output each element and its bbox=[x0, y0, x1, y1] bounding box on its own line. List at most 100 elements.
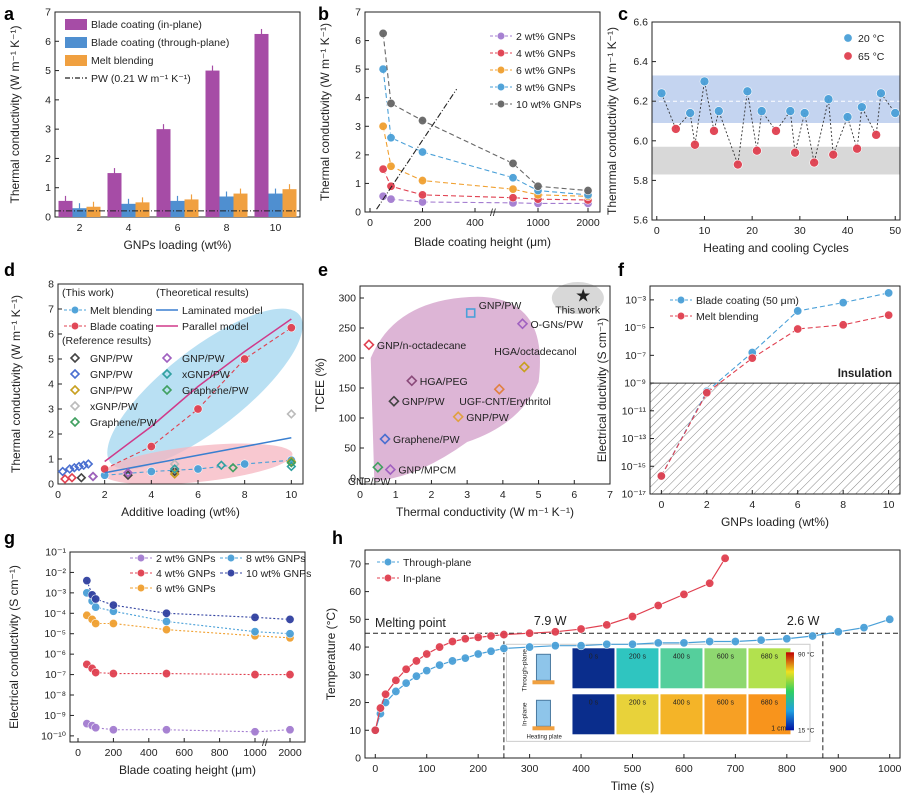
point-label-e: GNP/PW bbox=[348, 476, 391, 488]
y-tick-label-b: 7 bbox=[355, 7, 361, 19]
y-tick-label-h: 10 bbox=[349, 725, 361, 737]
point-g-0 bbox=[285, 725, 295, 735]
x-tick-label-e: 1 bbox=[393, 489, 399, 501]
legend-d-0-label: Melt blending bbox=[90, 305, 153, 317]
point-h-0 bbox=[705, 637, 715, 647]
ref-point-d-5 bbox=[64, 464, 75, 474]
point-b-2 bbox=[508, 184, 518, 194]
point-h-0 bbox=[730, 637, 740, 647]
point-b-1 bbox=[378, 164, 388, 174]
x-tick-label-g: 1000 bbox=[243, 747, 267, 759]
legend-a-2-swatch bbox=[65, 55, 87, 66]
x-tick-label-c: 20 bbox=[746, 225, 758, 237]
ref-point-e bbox=[384, 463, 396, 476]
point-h-1 bbox=[391, 675, 401, 685]
point-c-0 bbox=[799, 108, 810, 118]
y-tick-label-d: 8 bbox=[48, 279, 54, 291]
point-c-0 bbox=[876, 88, 886, 99]
point-f-0 bbox=[838, 298, 848, 308]
ref-point-d-5 bbox=[69, 462, 80, 473]
y-tick-label-e: 200 bbox=[338, 353, 356, 365]
y-tick-label-c: 6.6 bbox=[633, 17, 648, 29]
legend-g-0-label: 2 wt% GNPs bbox=[156, 553, 216, 565]
legend-b-2-label: 6 wt% GNPs bbox=[516, 65, 576, 77]
point-h-1 bbox=[435, 642, 445, 652]
legend-d-ref-5-swatch bbox=[69, 368, 81, 380]
x-tick-label-c: 30 bbox=[794, 225, 806, 237]
legend-b-2-swatch bbox=[496, 65, 506, 75]
bar-a-1 bbox=[170, 200, 185, 217]
x-tick-label-g: 0 bbox=[75, 747, 81, 759]
y-tick-label-f: 10⁻¹⁵ bbox=[621, 461, 646, 473]
plot-frame-c bbox=[651, 21, 901, 221]
x-tick-label-d: 2 bbox=[102, 489, 108, 501]
panel-letter-e: e bbox=[318, 260, 328, 280]
axis-break-g: // bbox=[262, 737, 268, 749]
point-c-1 bbox=[771, 126, 781, 136]
y-tick-label-b: 6 bbox=[355, 35, 361, 47]
legend-d-ref-9-label: GNP/PW bbox=[182, 353, 225, 365]
y-tick-label-e: 100 bbox=[338, 413, 356, 425]
x-axis-title-d: Additive loading (wt%) bbox=[121, 505, 240, 519]
point-c-1 bbox=[733, 159, 743, 170]
y-tick-label-e: 0 bbox=[350, 473, 356, 485]
point-g-0 bbox=[91, 723, 101, 733]
x-tick-label-d: 10 bbox=[285, 489, 297, 501]
x-tick-label-h: 700 bbox=[727, 763, 745, 775]
y-tick-label-d: 7 bbox=[48, 304, 54, 316]
point-b-0 bbox=[386, 194, 396, 204]
inset-time-label-inplane: 400 s bbox=[673, 699, 691, 706]
point-f-1 bbox=[793, 324, 803, 334]
legend-a-0-label: Blade coating (in-plane) bbox=[91, 19, 202, 31]
point-h-1 bbox=[411, 656, 421, 666]
y-axis-title-b: Thermal conductivity (W m⁻¹ K⁻¹) bbox=[318, 23, 332, 201]
inset-time-label-inplane: 0 s bbox=[589, 699, 599, 706]
y-tick-label-g: 10⁻² bbox=[45, 567, 66, 579]
melting-point-label: Melting point bbox=[375, 616, 446, 630]
x-tick-label-h: 800 bbox=[778, 763, 796, 775]
x-tick-label-f: 6 bbox=[795, 499, 801, 511]
point-b-4 bbox=[508, 158, 518, 168]
point-h-0 bbox=[486, 646, 496, 656]
legend-d-2-label: Laminated model bbox=[182, 305, 263, 317]
plot-frame-e bbox=[359, 285, 611, 485]
thermal-image-inplane-2 bbox=[660, 694, 703, 735]
legend-d-ref-11-label: Graphene/PW bbox=[182, 385, 249, 397]
legend-a-1-swatch bbox=[65, 37, 87, 48]
heater-in-plane bbox=[532, 726, 555, 731]
point-h-0 bbox=[602, 639, 612, 649]
point-h-0 bbox=[499, 643, 509, 653]
point-c-1 bbox=[809, 157, 819, 168]
x-tick-label-b: 200 bbox=[414, 217, 432, 229]
x-tick-label-d: 6 bbox=[195, 489, 201, 501]
ref-point-d-9 bbox=[123, 467, 133, 478]
thermal-image-through-3 bbox=[704, 648, 747, 689]
legend-h-0-swatch bbox=[383, 557, 393, 567]
insulation-region bbox=[650, 383, 900, 494]
y-tick-label-d: 3 bbox=[48, 404, 54, 416]
legend-g-1-label: 4 wt% GNPs bbox=[156, 568, 216, 580]
y-axis-title-f: Electrical ductivity (S cm⁻¹) bbox=[595, 318, 609, 462]
point-h-1 bbox=[499, 630, 509, 640]
x-tick-label-a: 4 bbox=[126, 222, 132, 234]
point-c-1 bbox=[752, 145, 762, 156]
inset-time-label-through: 200 s bbox=[629, 653, 647, 660]
legend-a-2-label: Melt blending bbox=[91, 55, 154, 67]
bar-a-1 bbox=[121, 203, 136, 217]
panel-b-group: // 0 1 2 3 4 5 6 7 0 200 400 1000 2000 2 wt% GNPs 4 wt%… bbox=[318, 7, 601, 249]
x-tick-label-h: 500 bbox=[624, 763, 642, 775]
x-tick-label-f: 8 bbox=[840, 499, 846, 511]
legend-g-4-label: 10 wt% GNPs bbox=[246, 568, 311, 580]
point-c-0 bbox=[742, 86, 753, 97]
x-tick-label-d: 4 bbox=[148, 489, 154, 501]
point-g-3 bbox=[162, 616, 172, 626]
axis-break-b: // bbox=[490, 207, 496, 219]
point-label-e: GNP/PW bbox=[402, 396, 445, 408]
this-work-star: ★ bbox=[575, 286, 591, 306]
y-tick-label-c: 6.0 bbox=[633, 135, 648, 147]
point-b-4 bbox=[386, 98, 396, 108]
ref-point-d-8 bbox=[60, 474, 70, 484]
point-b-2 bbox=[386, 161, 396, 171]
point-h-0 bbox=[422, 666, 432, 676]
point-c-0 bbox=[656, 88, 667, 99]
